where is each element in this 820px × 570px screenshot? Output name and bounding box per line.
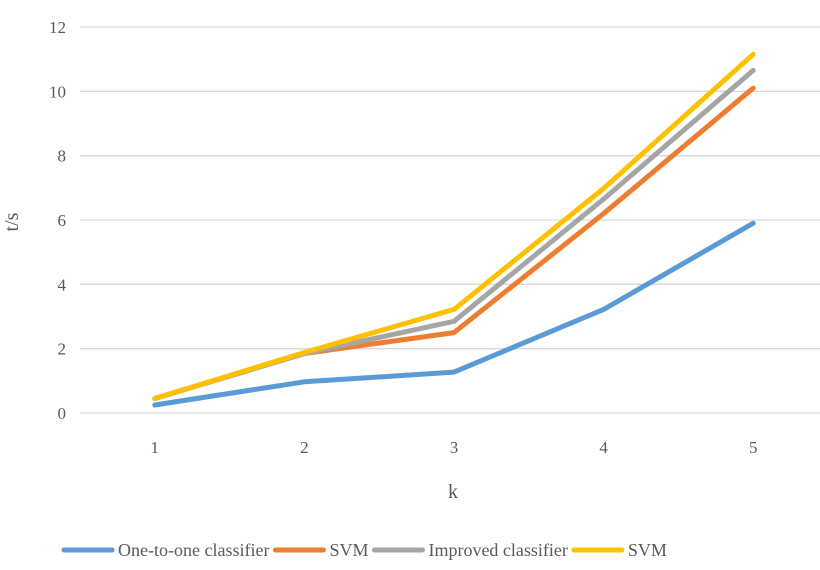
legend-label-3: Improved classifier — [428, 540, 567, 560]
y-axis-title: t/s — [1, 212, 23, 231]
x-axis-ticks: 1 2 3 4 5 — [151, 438, 758, 457]
series-line-4 — [152, 51, 756, 401]
series-line-1 — [152, 220, 756, 408]
x-tick-label: 3 — [450, 438, 459, 457]
y-tick-label: 8 — [58, 147, 67, 166]
y-tick-label: 10 — [49, 82, 66, 101]
x-axis-title: k — [448, 481, 458, 503]
legend-label-2: SVM — [329, 540, 368, 560]
x-tick-label: 1 — [151, 438, 160, 457]
x-tick-label: 5 — [749, 438, 758, 457]
series-lines — [152, 51, 756, 408]
gridlines — [80, 26, 820, 414]
x-tick-label: 2 — [300, 438, 309, 457]
y-tick-label: 2 — [58, 340, 67, 359]
legend-label-4: SVM — [628, 540, 667, 560]
y-axis-ticks: 0 2 4 6 8 10 12 — [49, 18, 67, 423]
legend-label-1: One-to-one classifier — [118, 540, 269, 560]
legend: One-to-one classifier SVM Improved classif… — [61, 540, 667, 560]
y-tick-label: 4 — [58, 275, 67, 294]
x-tick-label: 4 — [599, 438, 608, 457]
y-tick-label: 6 — [58, 211, 67, 230]
y-tick-label: 0 — [58, 404, 67, 423]
y-tick-label: 12 — [49, 18, 66, 37]
